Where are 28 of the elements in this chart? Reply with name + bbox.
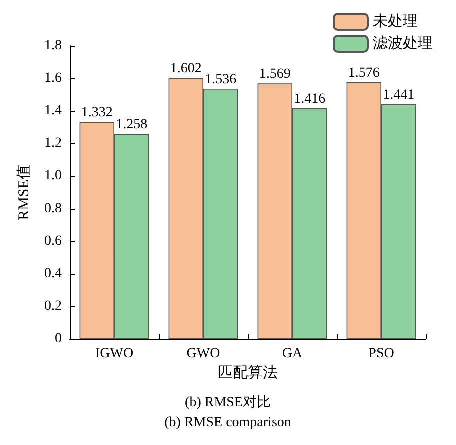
data-label: 1.576 bbox=[348, 66, 380, 81]
data-label: 1.332 bbox=[81, 106, 113, 121]
x-tick-label: GWO bbox=[186, 346, 220, 362]
y-tick-label: 0.2 bbox=[44, 298, 62, 314]
data-label: 1.416 bbox=[294, 92, 326, 108]
text: (b) RMSE对比 bbox=[185, 394, 271, 410]
y-tick-label: 0.6 bbox=[44, 234, 62, 249]
y-tick-label: 1.0 bbox=[44, 168, 62, 184]
x-tick-label: GA bbox=[282, 346, 304, 362]
data-label: 1.258 bbox=[116, 118, 148, 133]
x-tick-label: PSO bbox=[368, 346, 394, 362]
x-axis-title: 匹配算法 bbox=[218, 364, 278, 382]
y-tick-label: 1.2 bbox=[44, 136, 62, 152]
data-label: 1.536 bbox=[205, 72, 237, 88]
text: (b) RMSE comparison bbox=[164, 416, 292, 430]
data-label: 1.602 bbox=[170, 62, 202, 77]
data-label: 1.441 bbox=[383, 88, 415, 103]
y-tick-label: 0 bbox=[55, 332, 62, 346]
y-axis-title: RMSE值 bbox=[16, 164, 32, 220]
y-tick-label: 0.4 bbox=[44, 266, 62, 282]
data-label: 1.569 bbox=[259, 67, 291, 82]
legend-label: 滤波处理 bbox=[373, 35, 433, 52]
y-tick-label: 1.6 bbox=[44, 71, 62, 86]
y-tick-label: 1.4 bbox=[44, 104, 62, 119]
x-tick-label: IGWO bbox=[95, 346, 134, 362]
y-tick-label: 1.8 bbox=[44, 38, 62, 54]
legend-label: 未处理 bbox=[373, 13, 418, 30]
y-tick-label: 0.8 bbox=[44, 201, 62, 216]
